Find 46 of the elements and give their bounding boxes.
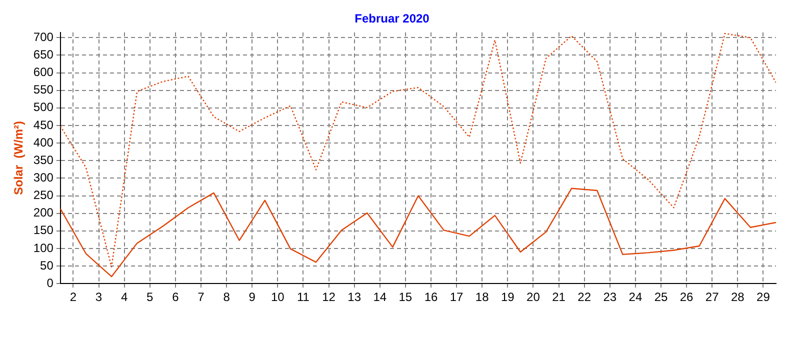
line-series — [60, 32, 776, 268]
x-tick-label: 5 — [146, 290, 154, 304]
x-tick-label: 9 — [248, 290, 256, 304]
y-tick-label: 400 — [33, 135, 54, 150]
y-axis-title: Solar (W/m²) — [12, 121, 26, 195]
x-tick-label: 13 — [348, 290, 362, 304]
x-tick-label: 23 — [603, 290, 617, 304]
y-tick-label: 50 — [40, 258, 54, 272]
y-tick-label: 200 — [33, 206, 54, 220]
y-tick-label: 300 — [33, 170, 54, 185]
x-tick-label: 26 — [680, 290, 694, 304]
x-tick-label: 10 — [270, 290, 285, 304]
x-tick-label: 25 — [654, 290, 668, 304]
chart-title: Februar 2020 — [354, 12, 430, 26]
x-tick-label: 17 — [450, 290, 464, 304]
y-tick-label: 600 — [33, 65, 54, 80]
y-tick-label: 150 — [33, 223, 54, 238]
x-tick-label: 12 — [322, 290, 336, 304]
y-tick-label: 100 — [33, 240, 54, 255]
x-tick-label: 27 — [705, 290, 720, 304]
x-tick-label: 4 — [120, 290, 128, 304]
x-tick-label: 11 — [296, 290, 310, 304]
y-tick-label: 700 — [33, 30, 54, 44]
y-tick-label: 350 — [33, 152, 54, 167]
y-tick-label: 0 — [46, 276, 54, 290]
x-tick-label: 6 — [172, 290, 180, 304]
x-tick-label: 3 — [95, 290, 102, 304]
y-tick-label: 550 — [33, 82, 54, 97]
x-tick-label: 14 — [373, 290, 387, 304]
x-tick-label: 19 — [500, 290, 515, 304]
x-tick-label: 7 — [198, 290, 205, 304]
y-tick-label: 650 — [33, 48, 54, 62]
y-tick-label: 450 — [33, 118, 54, 132]
x-tick-label: 8 — [223, 290, 230, 304]
x-tick-label: 15 — [398, 290, 412, 304]
x-tick-label: 24 — [628, 290, 642, 304]
x-tick-label: 29 — [756, 290, 770, 304]
y-tick-label: 500 — [33, 100, 54, 114]
x-tick-label: 16 — [424, 290, 438, 304]
x-tick-label: 2 — [70, 290, 77, 304]
x-tick-label: 22 — [578, 290, 592, 304]
x-tick-label: 18 — [475, 290, 490, 304]
y-tick-label: 250 — [33, 188, 54, 202]
x-tick-label: 28 — [730, 290, 745, 304]
x-tick-label: 20 — [526, 290, 540, 304]
x-tick-label: 21 — [552, 290, 566, 304]
